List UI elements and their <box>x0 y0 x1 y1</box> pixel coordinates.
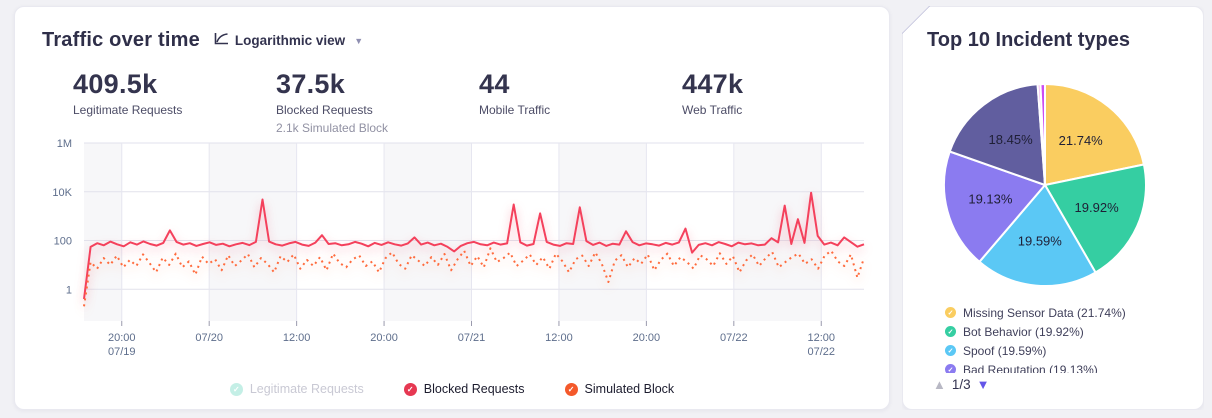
stat-label: Legitimate Requests <box>73 103 183 117</box>
traffic-line-chart: 1M 10K 100 1 20:00 07/19 07/20 12:00 20:00 07/21 1… <box>52 138 865 358</box>
x-axis-label: 12:00 <box>545 332 573 344</box>
pie-slice-bot-behavior[interactable] <box>1044 163 1147 274</box>
stat-legitimate-requests: 409.5k Legitimate Requests <box>73 69 276 135</box>
x-axis-label: 07/22 <box>720 332 748 344</box>
legend-label: Blocked Requests <box>423 382 525 396</box>
day-band <box>733 143 822 321</box>
legend-label: Missing Sensor Data (21.74%) <box>963 305 1126 320</box>
legend-label: Legitimate Requests <box>249 382 364 396</box>
log-scale-icon <box>214 32 229 50</box>
page-indicator: 1/3 <box>951 377 971 392</box>
traffic-over-time-panel: Traffic over time Logarithmic view ▼ 409… <box>14 6 890 410</box>
pie-slice-bad-reputation[interactable] <box>943 150 1046 263</box>
legend-label: Simulated Block <box>584 382 675 396</box>
x-axis-sublabel: 07/19 <box>108 346 136 358</box>
pie-slice-small-6[interactable] <box>1039 82 1046 186</box>
stat-label: Web Traffic <box>682 103 743 117</box>
stat-web-traffic: 447k Web Traffic <box>682 69 885 135</box>
check-circle-icon: ✓ <box>945 307 956 318</box>
traffic-panel-title: Traffic over time <box>42 29 200 51</box>
legend-item-simulated-block[interactable]: ✓ Simulated Block <box>564 382 675 396</box>
traffic-chart-legend: ✓ Legitimate Requests ✓ Blocked Requests… <box>15 382 889 396</box>
stat-label: Blocked Requests <box>276 103 373 117</box>
stat-sub-label: 2.1k Simulated Block <box>276 121 389 135</box>
incident-pie-chart[interactable]: 21.74% 19.92% 19.59% 19.13% 18.45% <box>929 77 1161 295</box>
incident-legend-list: ✓ Missing Sensor Data (21.74%) ✓ Bot Beh… <box>945 303 1195 373</box>
check-circle-icon: ✓ <box>229 382 243 396</box>
stat-value: 37.5k <box>276 69 346 99</box>
x-axis-label: 20:00 <box>633 332 661 344</box>
day-band <box>558 143 647 321</box>
check-circle-icon: ✓ <box>945 364 956 373</box>
page-down-icon[interactable]: ▼ <box>976 377 990 392</box>
stat-value: 409.5k <box>73 69 158 99</box>
x-axis-label: 07/20 <box>195 332 223 344</box>
day-band <box>209 143 297 321</box>
legend-item-missing-sensor-data[interactable]: ✓ Missing Sensor Data (21.74%) <box>945 303 1195 322</box>
x-axis-label: 12:00 <box>807 332 835 344</box>
legend-pagination: ▲ 1/3 ▼ <box>933 377 990 392</box>
legend-item-bad-reputation[interactable]: ✓ Bad Reputation (19.13%) <box>945 360 1195 373</box>
x-axis-label: 20:00 <box>370 332 398 344</box>
chevron-down-icon[interactable]: ▼ <box>354 35 364 46</box>
check-circle-icon: ✓ <box>403 382 417 396</box>
stat-mobile-traffic: 44 Mobile Traffic <box>479 69 682 135</box>
x-axis-label: 07/21 <box>458 332 486 344</box>
pie-data-label: 19.92% <box>1075 200 1120 215</box>
pie-data-label: 19.13% <box>968 192 1013 207</box>
pie-data-label: 19.59% <box>1018 233 1063 248</box>
legend-item-blocked-requests[interactable]: ✓ Blocked Requests <box>403 382 525 396</box>
legend-label: Spoof (19.59%) <box>963 343 1047 358</box>
y-axis-label: 1M <box>57 138 72 150</box>
traffic-panel-header: Traffic over time Logarithmic view ▼ <box>42 29 363 52</box>
stat-label: Mobile Traffic <box>479 103 551 117</box>
y-axis-label: 1 <box>66 284 72 296</box>
log-view-label: Logarithmic view <box>234 33 346 48</box>
legend-label: Bot Behavior (19.92%) <box>963 324 1084 339</box>
traffic-stats-row: 409.5k Legitimate Requests 37.5k Blocked… <box>73 69 885 135</box>
line-series-1 <box>83 191 865 300</box>
top-incident-types-panel: Top 10 Incident types 21.74% 19.92% 19.59%… <box>902 6 1204 410</box>
pie-slice-missing-sensor-data[interactable] <box>1044 83 1145 186</box>
page-up-icon[interactable]: ▲ <box>933 377 946 392</box>
check-circle-icon: ✓ <box>564 382 578 396</box>
log-view-selector[interactable]: Logarithmic view ▼ <box>214 32 363 50</box>
stat-value: 447k <box>682 69 744 99</box>
y-axis-label: 10K <box>52 187 72 199</box>
check-circle-icon: ✓ <box>945 326 956 337</box>
day-band <box>384 143 472 321</box>
legend-label: Bad Reputation (19.13%) <box>963 362 1098 374</box>
pie-data-label: 18.45% <box>989 132 1034 147</box>
incident-panel-title: Top 10 Incident types <box>927 29 1130 51</box>
pie-slice-spoof[interactable] <box>978 184 1097 287</box>
y-axis-label: 100 <box>54 236 72 248</box>
legend-item-bot-behavior[interactable]: ✓ Bot Behavior (19.92%) <box>945 322 1195 341</box>
x-axis-label: 20:00 <box>108 332 136 344</box>
legend-item-spoof[interactable]: ✓ Spoof (19.59%) <box>945 341 1195 360</box>
pie-data-label: 21.74% <box>1059 133 1104 148</box>
stat-value: 44 <box>479 69 510 99</box>
stat-blocked-requests: 37.5k Blocked Requests 2.1k Simulated Bl… <box>276 69 479 135</box>
legend-item-legitimate-requests[interactable]: ✓ Legitimate Requests <box>229 382 364 396</box>
x-axis-sublabel: 07/22 <box>807 346 835 358</box>
day-band <box>84 143 122 321</box>
check-circle-icon: ✓ <box>945 345 956 356</box>
pie-slice-volumetric-anomaly[interactable] <box>948 83 1046 186</box>
x-axis-label: 12:00 <box>283 332 311 344</box>
